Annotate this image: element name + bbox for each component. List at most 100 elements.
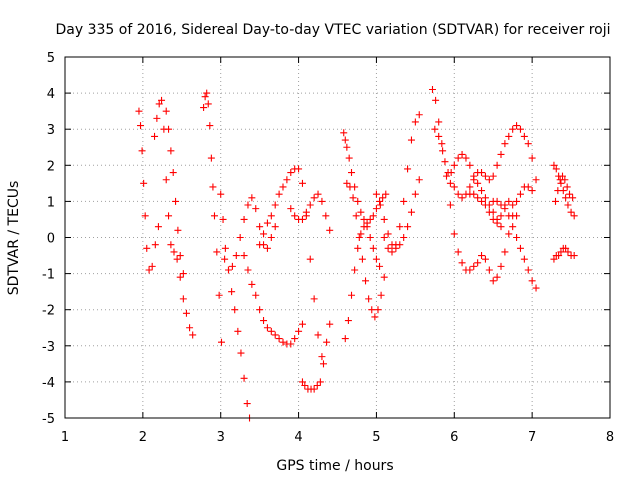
data-point xyxy=(151,132,159,140)
data-point xyxy=(200,104,208,112)
y-tick-label: -1 xyxy=(42,268,55,283)
data-point xyxy=(138,147,146,155)
data-point xyxy=(435,132,443,140)
data-point xyxy=(310,194,318,202)
data-point xyxy=(155,100,163,108)
series-pass-l xyxy=(341,190,390,343)
data-point xyxy=(428,85,436,93)
x-tick-label: 5 xyxy=(372,430,380,445)
data-point xyxy=(314,331,322,339)
data-point xyxy=(557,179,565,187)
data-point xyxy=(380,215,388,223)
data-point xyxy=(552,197,559,205)
data-point xyxy=(252,205,260,213)
x-tick-label: 2 xyxy=(139,430,147,445)
data-point xyxy=(221,244,229,252)
data-point xyxy=(478,187,486,195)
data-point xyxy=(362,277,370,285)
data-point xyxy=(567,208,575,216)
data-point xyxy=(302,208,310,216)
data-point xyxy=(145,266,153,274)
data-point xyxy=(215,291,223,299)
data-point xyxy=(466,183,474,191)
data-point xyxy=(497,212,505,220)
data-point xyxy=(213,248,221,256)
data-point xyxy=(219,215,227,223)
data-point xyxy=(271,201,279,209)
data-point xyxy=(182,309,190,317)
data-point xyxy=(478,252,486,260)
data-point xyxy=(151,241,159,249)
data-point xyxy=(243,400,251,408)
data-point xyxy=(368,306,376,314)
data-point xyxy=(513,212,521,220)
data-point xyxy=(165,212,173,220)
y-tick-label: -3 xyxy=(42,340,55,355)
data-point xyxy=(174,226,182,234)
data-point xyxy=(348,291,356,299)
data-point xyxy=(446,201,454,209)
data-point xyxy=(374,306,382,314)
data-point xyxy=(231,306,239,314)
data-point xyxy=(287,340,295,348)
data-point xyxy=(513,122,521,130)
data-point xyxy=(516,190,524,198)
data-point xyxy=(204,100,212,108)
data-point xyxy=(446,179,454,187)
data-point xyxy=(291,212,299,220)
data-point xyxy=(524,183,532,191)
data-point xyxy=(298,320,306,328)
data-point xyxy=(532,284,540,292)
data-point xyxy=(275,335,283,343)
series-pass-i xyxy=(298,320,334,393)
data-point xyxy=(323,338,331,346)
data-point xyxy=(248,194,256,202)
x-tick-label: 3 xyxy=(217,430,225,445)
y-tick-label: -5 xyxy=(42,412,55,427)
data-point xyxy=(564,248,572,256)
data-point xyxy=(415,176,423,184)
y-tick-label: -4 xyxy=(42,376,55,391)
series-pass-k xyxy=(340,129,384,270)
data-point xyxy=(384,230,392,238)
data-point xyxy=(167,241,175,249)
data-point xyxy=(326,226,334,234)
data-point xyxy=(443,172,450,180)
data-point xyxy=(186,324,194,332)
data-point xyxy=(256,241,264,249)
x-tick-label: 7 xyxy=(528,430,536,445)
data-point xyxy=(485,208,493,216)
y-tick-label: 4 xyxy=(47,87,55,102)
data-point xyxy=(493,273,501,281)
data-point xyxy=(225,266,232,274)
series-pass-n xyxy=(372,176,423,252)
y-tick-label: 5 xyxy=(47,51,55,66)
data-point xyxy=(392,241,400,249)
data-point xyxy=(470,176,478,184)
data-point xyxy=(313,382,321,390)
data-point xyxy=(244,266,252,274)
data-point xyxy=(162,107,170,115)
data-point xyxy=(298,215,306,223)
data-point xyxy=(217,190,225,198)
data-point xyxy=(310,295,318,303)
data-point xyxy=(380,273,388,281)
data-point xyxy=(348,169,356,177)
data-point xyxy=(314,190,322,198)
x-tick-label: 1 xyxy=(61,430,69,445)
data-point xyxy=(371,313,379,321)
data-point xyxy=(295,327,303,335)
data-point xyxy=(557,248,565,256)
data-point xyxy=(550,161,558,169)
series-pass-w xyxy=(552,172,577,205)
data-point xyxy=(167,147,175,155)
data-point xyxy=(454,248,462,256)
data-point xyxy=(319,360,327,368)
data-point xyxy=(176,252,184,260)
data-point xyxy=(528,277,536,285)
data-point xyxy=(450,183,458,191)
data-point xyxy=(310,385,318,393)
data-point xyxy=(346,183,354,191)
data-point xyxy=(524,140,532,148)
data-point xyxy=(267,327,275,335)
